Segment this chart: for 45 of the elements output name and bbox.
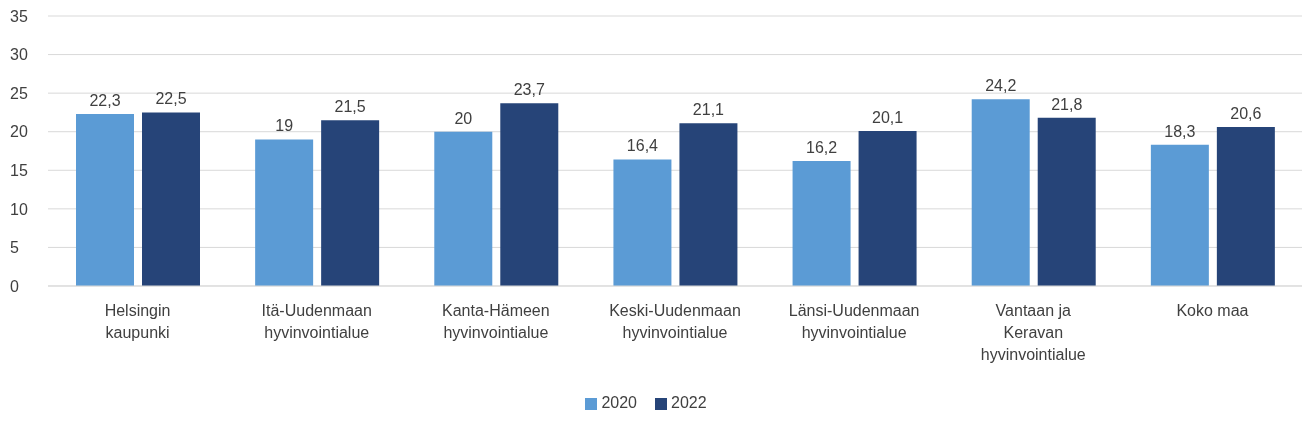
- data-label: 18,3: [1164, 122, 1196, 140]
- legend-label: 2022: [671, 394, 707, 411]
- data-label: 21,5: [334, 98, 366, 116]
- legend-label: 2020: [601, 394, 637, 411]
- x-tick-label: Helsingin kaupunki: [104, 302, 171, 341]
- x-tick-label: Itä-Uudenmaan hyvinvointialue: [261, 302, 372, 341]
- bar: [500, 103, 559, 286]
- data-label: 16,2: [806, 139, 838, 157]
- bar: [971, 99, 1030, 286]
- y-tick-label: 15: [10, 161, 28, 179]
- x-tick-label: Koko maa: [1176, 302, 1249, 319]
- y-tick-label: 35: [10, 7, 28, 25]
- y-tick-label: 10: [10, 200, 28, 218]
- bar: [255, 139, 314, 286]
- bar: [76, 113, 134, 286]
- data-label: 23,7: [513, 81, 545, 99]
- data-label: 21,8: [1051, 95, 1083, 113]
- data-label: 21,1: [692, 101, 725, 119]
- data-label: 22,3: [89, 91, 121, 109]
- x-tick-label: Vantaan ja Keravan hyvinvointialue: [980, 302, 1086, 363]
- x-tick-label: Keski-Uudenmaan hyvinvointialue: [609, 302, 741, 341]
- y-tick-label: 0: [10, 277, 19, 295]
- data-label: 16,4: [626, 137, 659, 155]
- y-tick-label: 5: [10, 239, 19, 257]
- bar: [792, 161, 851, 286]
- data-label: 22,5: [155, 90, 187, 108]
- bar: [434, 131, 493, 286]
- data-label: 20,1: [872, 108, 904, 126]
- bar: [142, 112, 200, 286]
- data-label: 20: [454, 109, 473, 127]
- bar: [858, 130, 917, 286]
- y-tick-label: 20: [10, 123, 28, 141]
- bar: [321, 120, 380, 286]
- bar: [1150, 144, 1209, 286]
- y-tick-label: 30: [10, 46, 28, 64]
- bar: [679, 123, 738, 286]
- bar: [1216, 127, 1275, 286]
- data-label: 24,2: [985, 77, 1017, 95]
- data-label: 20,6: [1230, 105, 1262, 123]
- data-label: 19: [275, 117, 294, 135]
- x-tick-label: Länsi-Uudenmaan hyvinvointialue: [788, 302, 920, 341]
- bar: [613, 159, 672, 286]
- y-tick-label: 25: [10, 84, 28, 102]
- x-tick-label: Kanta-Hämeen hyvinvointialue: [442, 302, 550, 341]
- bar: [1037, 117, 1096, 286]
